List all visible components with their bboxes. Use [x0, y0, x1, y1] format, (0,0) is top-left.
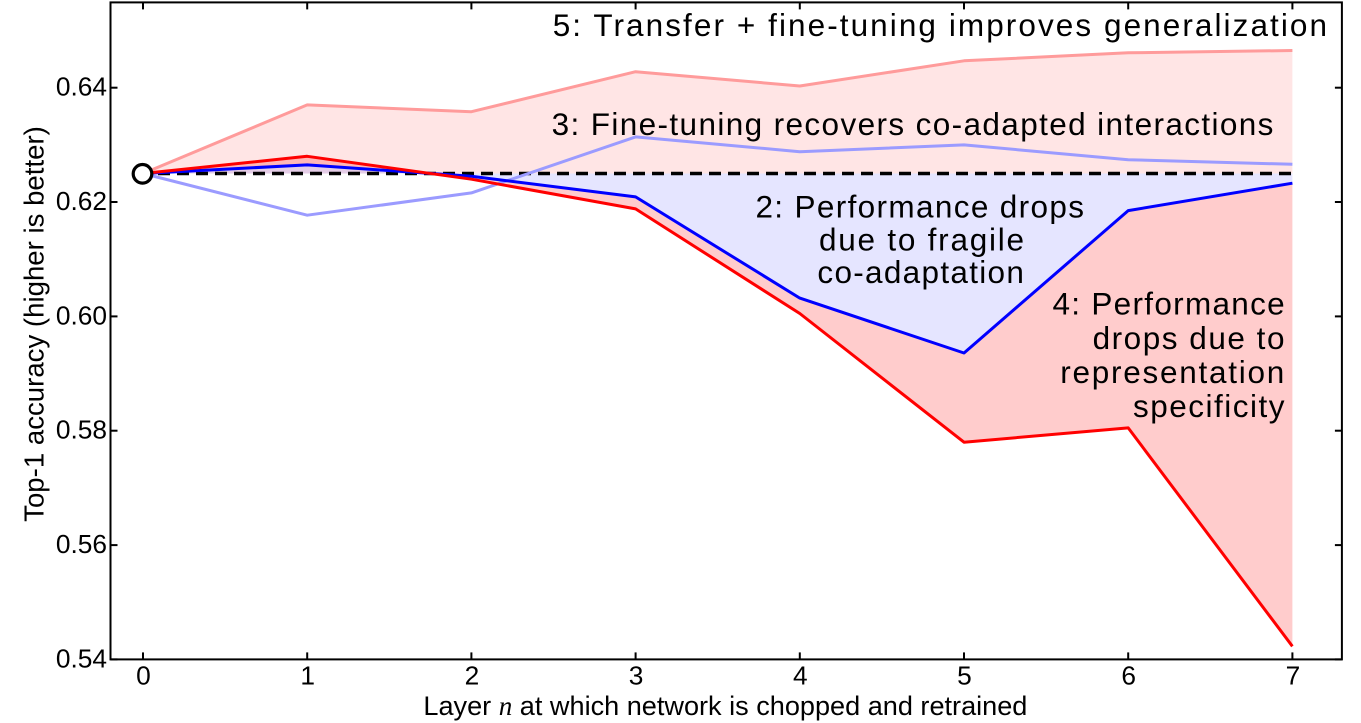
svg-text:5: Transfer + fine-tuning impr: 5: Transfer + fine-tuning improves gener… — [553, 7, 1329, 43]
svg-text:2: 2 — [465, 661, 480, 691]
svg-text:due to fragile: due to fragile — [819, 222, 1026, 258]
svg-text:0.56: 0.56 — [56, 529, 107, 559]
svg-text:0.62: 0.62 — [56, 186, 107, 216]
svg-text:7: 7 — [1286, 661, 1301, 691]
svg-text:Layer n at which network is ch: Layer n at which network is chopped and … — [423, 690, 1027, 721]
svg-text:co-adaptation: co-adaptation — [817, 254, 1025, 290]
svg-text:0.58: 0.58 — [56, 415, 107, 445]
svg-text:0.60: 0.60 — [56, 300, 107, 330]
svg-text:3: Fine-tuning recovers co-ada: 3: Fine-tuning recovers co-adapted inter… — [552, 106, 1275, 142]
svg-text:6: 6 — [1121, 661, 1136, 691]
svg-text:0: 0 — [136, 661, 151, 691]
svg-text:specificity: specificity — [1133, 388, 1286, 424]
svg-text:5: 5 — [957, 661, 972, 691]
svg-text:1: 1 — [300, 661, 315, 691]
svg-text:0.64: 0.64 — [56, 72, 107, 102]
svg-text:2: Performance drops: 2: Performance drops — [755, 189, 1085, 225]
svg-text:representation: representation — [1060, 354, 1286, 390]
svg-text:drops due to: drops due to — [1093, 320, 1286, 356]
svg-text:Top-1 accuracy (higher is bett: Top-1 accuracy (higher is better) — [18, 126, 49, 522]
svg-text:4: 4 — [793, 661, 808, 691]
svg-text:4: Performance: 4: Performance — [1052, 286, 1286, 322]
svg-text:0.54: 0.54 — [56, 643, 107, 673]
svg-text:3: 3 — [629, 661, 644, 691]
